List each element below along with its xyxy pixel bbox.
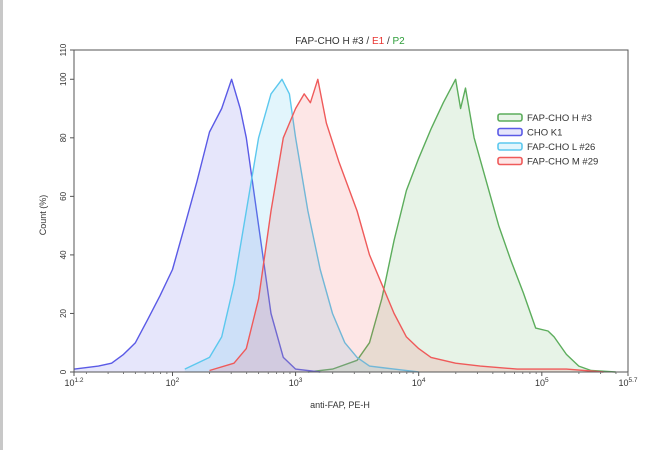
series-fill-0: [307, 79, 616, 373]
legend-label-1: CHO K1: [527, 128, 562, 139]
y-tick-label-1: 20: [59, 308, 68, 317]
series-fill-3: [209, 79, 604, 373]
x-tick-label-4: 105: [535, 377, 549, 388]
legend-label-0: FAP-CHO H #3: [527, 113, 592, 124]
legend-swatch-1: [497, 127, 523, 137]
legend-swatch-3: [497, 156, 523, 166]
x-tick-label-0: 101.2: [64, 377, 83, 388]
series-fill-2: [184, 79, 419, 373]
x-tick-label-2: 103: [289, 377, 303, 388]
window-edge: [0, 0, 3, 450]
legend: FAP-CHO H #3 CHO K1 FAP-CHO L #26 FAP-CHO M…: [497, 113, 598, 168]
series-line-1: [74, 78, 321, 373]
plot-frame: [73, 49, 629, 373]
y-tick-label-2: 40: [59, 250, 68, 259]
legend-swatch-0: [497, 113, 523, 122]
legend-label-3: FAP-CHO M #29: [527, 157, 598, 168]
y-tick-label-4: 80: [59, 133, 68, 142]
legend-label-2: FAP-CHO L #26: [527, 142, 595, 153]
x-tick-label-3: 104: [412, 377, 426, 388]
x-tick-label-5: 105.7: [618, 377, 637, 388]
plot-area: 0 20 40 60 80 100 110 101.2 102 103 104 105 105.7: [59, 43, 638, 388]
x-tick-label-1: 102: [166, 377, 180, 388]
legend-swatch-2: [497, 142, 523, 151]
y-tick-label-6: 110: [59, 43, 68, 56]
y-tick-label-3: 60: [59, 191, 68, 200]
series-line-0: [307, 78, 616, 373]
title-part-2: /: [384, 36, 392, 47]
y-tick-label-5: 100: [59, 72, 68, 86]
title-part-3: P2: [393, 36, 406, 47]
chart-title: FAP-CHO H #3 / E1 / P2: [295, 36, 405, 47]
title-part-0: FAP-CHO H #3 /: [295, 36, 372, 47]
title-part-1: E1: [372, 36, 385, 47]
y-axis-label: Count (%): [38, 195, 48, 236]
y-tick-label-0: 0: [59, 369, 68, 374]
series-line-3: [209, 78, 604, 373]
x-axis-label: anti-FAP, PE-H: [310, 400, 370, 410]
